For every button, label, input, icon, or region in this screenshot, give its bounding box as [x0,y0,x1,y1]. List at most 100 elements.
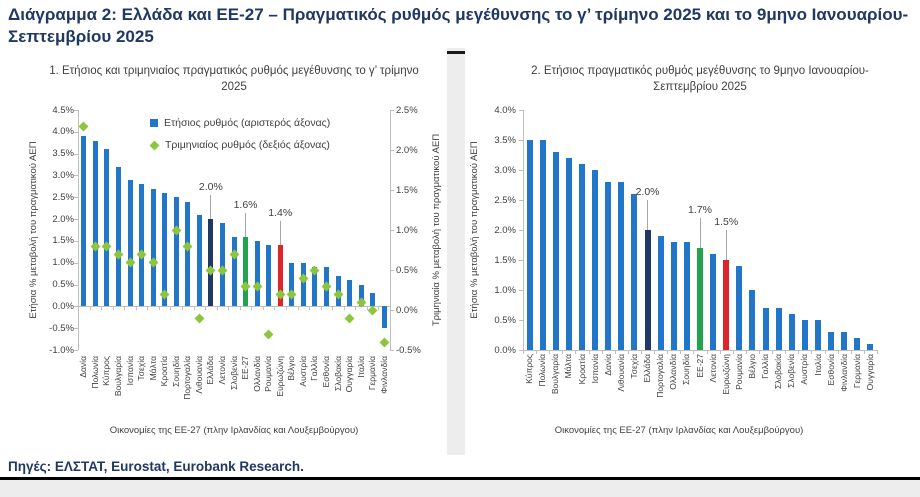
x-label-Μάλτα: Μάλτα [563,354,574,379]
category-tick [680,350,682,354]
y-tick-label: 0.0% [52,300,74,312]
category-tick [89,306,91,311]
category-tick [158,306,160,311]
bar-Λιθουανία [196,214,202,307]
category-tick [205,306,207,311]
x-label-Πολωνία: Πολωνία [537,354,548,387]
annotation-label-ΕΕ-27: 1.7% [688,204,712,216]
category-tick [863,350,865,354]
bar-ΕΕ-27 [697,248,703,350]
x-label-Αυστρία: Αυστρία [297,356,308,387]
diamond-Δανία [78,121,89,131]
bar-Γερμανία [370,293,376,307]
category-tick [654,350,656,354]
y-tick [74,240,78,242]
x-label-Λιθουανία: Λιθουανία [193,356,204,394]
x-label-Σλοβακία: Σλοβακία [773,354,784,389]
y-tick-right [390,350,394,351]
bar-Ρουμανία [736,266,743,350]
category-tick [667,350,669,354]
bar-Ουγγαρία [867,344,874,350]
x-label-Ρουμανία: Ρουμανία [733,354,744,390]
x-label-Λετονία: Λετονία [216,356,227,385]
x-label-Δανία: Δανία [78,356,89,378]
bar-Πορτογαλία [185,201,191,307]
y-tick-label: 2.0% [52,213,74,225]
bar-Λιθουανία [618,182,625,350]
y-tick-label-right: 2.5% [396,104,418,116]
x-label-Τσεχία: Τσεχία [628,354,639,379]
y-tick-label-right: -0.5% [396,344,421,356]
bar-Κροατία [579,164,585,350]
annotation-leader-Ευρωζώνη [725,230,727,260]
x-label-Ρουμανία: Ρουμανία [263,356,274,392]
category-tick [262,306,264,311]
y-tick [519,200,523,201]
y-tick-label: 4.0% [52,126,74,138]
annotation-label-Ελλάδα: 2.0% [635,186,660,198]
x-label-Λετονία: Λετονία [707,354,718,383]
chart2-title: 2. Ετήσιος πραγματικός ρυθμός μεγέθυνσης… [531,65,869,93]
annotation-leader-ΕΕ-27 [245,212,247,237]
sources-note: Πηγές: ΕΛΣΤΑΤ, Eurostat, Eurobank Resear… [0,455,920,480]
y-tick-right [390,230,394,231]
bar-Βέλγιο [749,290,756,350]
x-label-Σουηδία: Σουηδία [681,354,692,385]
x-label-Σλοβενία: Σλοβενία [786,354,797,388]
category-tick [745,350,747,354]
x-label-Κροατία: Κροατία [159,356,170,387]
category-tick [193,306,195,311]
figure-title: Διάγραμμα 2: Ελλάδα και ΕΕ-27 – Πραγματι… [8,5,909,46]
chart-panel-q3: 1. Ετήσιος και τριμηνιαίος πραγματικός ρ… [0,48,447,455]
x-label-Σλοβενία: Σλοβενία [228,356,239,390]
category-tick [216,306,218,311]
bar-Κύπρος [526,140,533,350]
bar-Γαλλία [762,308,769,350]
page-margin [0,480,920,497]
category-tick [588,350,590,354]
x-label-Ουγγαρία: Ουγγαρία [344,356,355,393]
y-tick [519,260,523,261]
x-label-Βέλγιο: Βέλγιο [746,354,757,379]
x-label-Ελλάδα: Ελλάδα [205,356,216,385]
x-label-Σλοβακία: Σλοβακία [332,356,343,391]
category-tick [378,306,380,311]
y-tick [519,170,523,171]
x-label-Ιταλία: Ιταλία [812,354,823,376]
category-tick [274,306,276,311]
bar-Ολλανδία [670,242,677,350]
bar-Αυστρία [801,320,808,350]
x-label-Πορτογαλία: Πορτογαλία [655,354,666,398]
x-label-Βουλγαρία: Βουλγαρία [112,356,123,397]
category-tick [798,350,800,354]
y-tick [74,153,78,155]
x-label-Δανία: Δανία [602,354,613,376]
category-tick [575,350,577,354]
y-tick [74,197,78,199]
y-tick [519,350,523,351]
legend-item-quarterly: Τριμηνιαίος ρυθμός (δεξιός άξονας) [149,134,330,156]
category-tick [366,306,368,311]
category-tick [182,306,183,311]
annotation-leader-Ευρωζώνη [279,221,281,246]
x-label-Ουγγαρία: Ουγγαρία [864,354,875,391]
category-tick [706,350,708,354]
x-label-Σουηδία: Σουηδία [170,356,181,387]
chart-panel-9month: 2. Ετήσιος πραγματικός ρυθμός μεγέθυνσης… [465,48,920,455]
bar-Πολωνία [539,140,546,350]
chart1-legend: Ετήσιος ρυθμός (αριστερός άξονας) Τριμην… [149,112,330,156]
x-label-Γαλλία: Γαλλία [760,354,771,379]
bar-Σουηδία [173,197,179,307]
y-tick-right [390,150,394,151]
y-tick-label: 3.5% [52,148,74,160]
x-label-Ολλανδία: Ολλανδία [668,354,679,390]
bar-Κροατία [162,192,168,307]
category-tick [147,306,149,311]
y-tick-label: 4.5% [52,104,74,116]
bar-Δανία [81,136,87,307]
x-label-Φινλανδία: Φινλανδία [838,354,849,392]
bar-Ιταλία [358,284,364,307]
x-label-Γαλλία: Γαλλία [309,356,320,381]
y-tick-right [390,310,394,311]
divider-dash [447,51,467,54]
